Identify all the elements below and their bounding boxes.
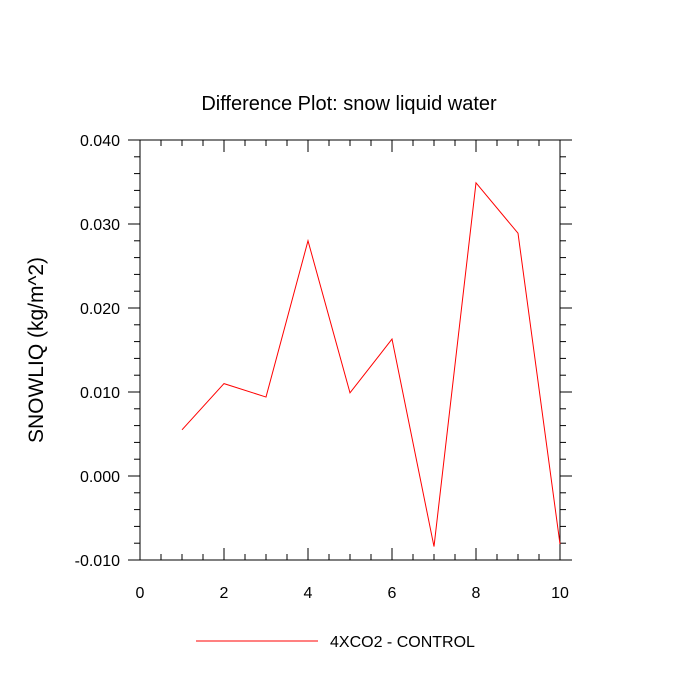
plot-border [139,139,561,561]
x-tick-label: 2 [220,585,229,602]
series-layer [181,181,561,547]
legend: 4XCO2 - CONTROL [196,634,475,651]
y-tick-label: -0.010 [75,553,120,570]
x-tick-label: 6 [388,585,397,602]
x-tick-label: 10 [551,585,569,602]
y-tick-label: 0.000 [80,469,120,486]
x-tick-label: 0 [136,585,145,602]
x-tick-label: 4 [304,585,313,602]
y-tick-label: 0.010 [80,385,120,402]
chart-title: Difference Plot: snow liquid water [201,93,497,115]
axis-tick-labels: 0 2 4 6 8 10 -0.010 0.000 0.010 0.020 0.030 0.040 [75,133,569,602]
plot-frame [139,139,561,561]
axis-ticks [128,139,572,561]
series-line [181,181,561,547]
y-tick-label: 0.030 [80,217,120,234]
legend-label: 4XCO2 - CONTROL [330,634,475,651]
y-tick-label: 0.020 [80,301,120,318]
y-tick-label: 0.040 [80,133,120,150]
y-axis-label: SNOWLIQ (kg/m^2) [25,257,48,443]
x-tick-label: 8 [472,585,481,602]
